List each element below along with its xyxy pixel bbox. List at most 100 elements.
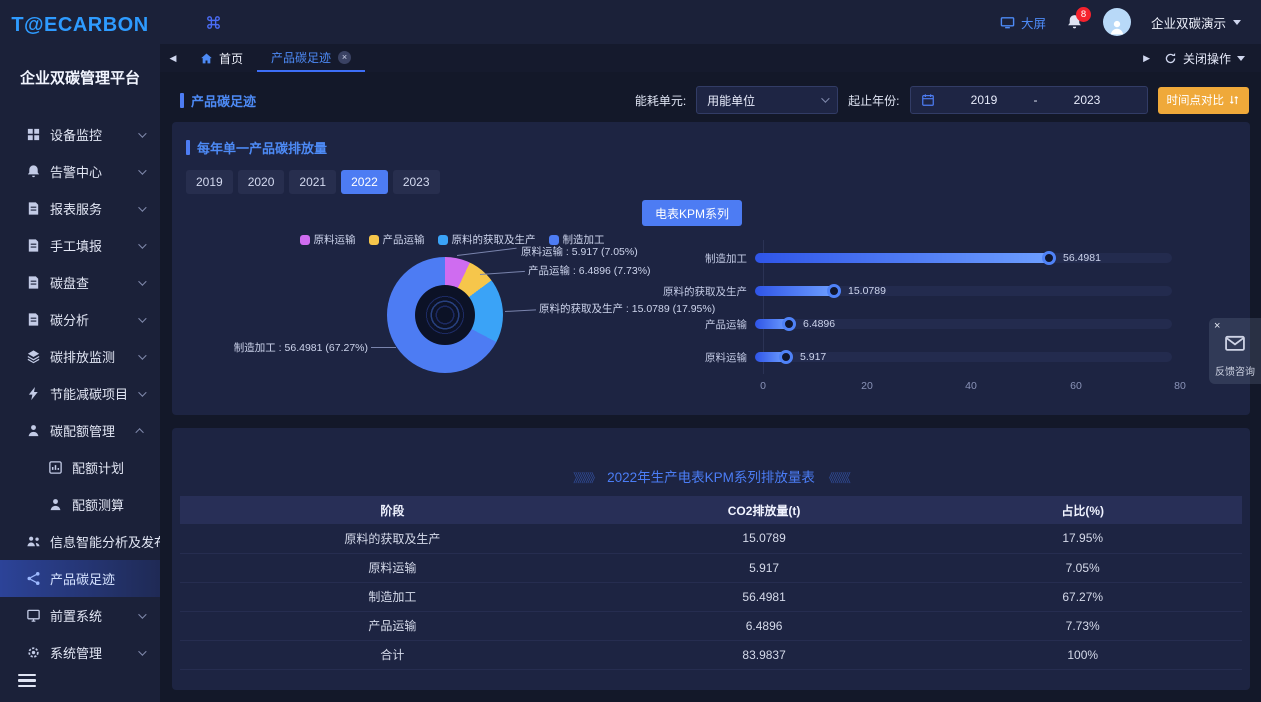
bar-track: 15.0789 <box>755 284 1172 298</box>
sidebar-item-manual-entry[interactable]: 手工填报 <box>0 227 160 264</box>
year-end-value[interactable]: 2023 <box>1073 93 1101 107</box>
bar-chart[interactable]: 制造加工 56.4981 原料的获取及生产 15.0789 <box>645 240 1233 398</box>
emissions-table-panel: 》》》》》 2022年生产电表KPM系列排放量表 《《《《《 阶段 CO2排放量(t… <box>172 428 1250 690</box>
title-accent-bar <box>180 92 184 108</box>
tab-product-carbon-footprint[interactable]: 产品碳足迹 × <box>257 44 366 72</box>
bell-icon <box>26 164 41 179</box>
feedback-widget[interactable]: × 反馈咨询 <box>1209 318 1261 384</box>
bar-fill <box>755 319 789 329</box>
sidebar-item-info-analysis-release[interactable]: 信息智能分析及发布 <box>0 523 160 560</box>
sidebar-item-emission-monitoring[interactable]: 碳排放监测 <box>0 338 160 375</box>
tabs-scroll-right-icon[interactable]: ▶ <box>1143 52 1150 63</box>
legend-swatch <box>299 234 310 245</box>
topbar: 大屏 8 企业双碳演示 <box>160 0 1261 44</box>
pie-label-line <box>371 347 396 348</box>
page-title: 产品碳足迹 <box>191 93 257 109</box>
sidebar-item-product-carbon-footprint[interactable]: 产品碳足迹 <box>0 560 160 597</box>
time-point-compare-button[interactable]: 时间点对比 <box>1157 86 1249 114</box>
legend-item[interactable]: 产品运输 <box>368 232 425 247</box>
sidebar-item-carbon-inventory[interactable]: 碳盘查 <box>0 264 160 301</box>
big-screen-button[interactable]: 大屏 <box>1000 13 1046 32</box>
home-icon <box>200 52 213 65</box>
donut-center-decoration <box>415 285 475 345</box>
notification-bell-icon[interactable]: 8 <box>1066 7 1091 31</box>
chart-icon <box>48 460 63 475</box>
bar-end-marker <box>827 284 841 298</box>
bar-track: 5.917 <box>755 350 1172 364</box>
year-selector: 2019 2020 2021 2022 2023 <box>186 170 440 194</box>
gear-icon <box>26 645 41 660</box>
year-button-2021[interactable]: 2021 <box>289 170 337 194</box>
user-icon <box>26 423 41 438</box>
sidebar-item-system-management[interactable]: 系统管理 <box>0 634 160 671</box>
decor-arrows-right: 《《《《《 <box>822 471 851 485</box>
bar-row-raw-material-production: 原料的获取及生产 15.0789 <box>645 284 1233 298</box>
command-menu-icon[interactable] <box>205 14 222 31</box>
account-menu[interactable]: 企业双碳演示 <box>1151 13 1241 32</box>
meter-series-button[interactable]: 电表KPM系列 <box>641 200 743 226</box>
bar-chart-x-axis: 0 20 40 60 80 <box>760 380 1186 392</box>
bar-end-marker <box>782 317 796 331</box>
main-area: 大屏 8 企业双碳演示 ◀ 首页 <box>160 0 1261 702</box>
legend-item[interactable]: 制造加工 <box>548 232 605 247</box>
tab-close-icon[interactable]: × <box>338 50 352 64</box>
chevron-down-icon <box>138 646 147 656</box>
legend-item[interactable]: 原料的获取及生产 <box>437 232 536 247</box>
share-nodes-icon <box>26 571 41 586</box>
sidebar-menu: 设备监控 告警中心 报表服务 手工填报 碳盘查 <box>0 116 160 671</box>
sidebar-item-front-system[interactable]: 前置系统 <box>0 597 160 634</box>
legend-swatch <box>548 234 559 245</box>
bar-row-product-transport: 产品运输 6.4896 <box>645 317 1233 331</box>
donut-chart[interactable] <box>387 257 503 373</box>
bar-end-marker <box>779 350 793 364</box>
legend-item[interactable]: 原料运输 <box>299 232 356 247</box>
brand-logo: T@ECARBON <box>11 14 149 36</box>
bar-category-label: 原料的获取及生产 <box>663 285 747 298</box>
tabs-scroll-left-icon[interactable]: ◀ <box>169 52 177 63</box>
sidebar-item-quota-calculation[interactable]: 配额测算 <box>0 486 160 523</box>
year-start-value[interactable]: 2019 <box>970 93 998 107</box>
feedback-label: 反馈咨询 <box>1215 367 1255 378</box>
year-button-2020[interactable]: 2020 <box>237 170 285 194</box>
pie-label-manufacturing: 制造加工 : 56.4981 (67.27%) <box>233 342 368 354</box>
year-button-2023[interactable]: 2023 <box>392 170 440 194</box>
refresh-icon <box>1164 52 1177 65</box>
legend-swatch <box>437 234 448 245</box>
bar-row-manufacturing: 制造加工 56.4981 <box>645 251 1233 265</box>
tab-bar: ◀ 首页 产品碳足迹 × ▶ 关闭操作 <box>160 44 1261 72</box>
chevron-down-icon <box>821 94 830 103</box>
col-header-ratio: 占比(%) <box>923 496 1242 524</box>
sidebar-item-device-monitoring[interactable]: 设备监控 <box>0 116 160 153</box>
bar-value-label: 6.4896 <box>803 318 836 330</box>
chevron-down-icon <box>138 165 147 175</box>
bar-category-label: 产品运输 <box>705 318 747 331</box>
close-operations-menu[interactable]: 关闭操作 <box>1164 50 1245 67</box>
chevron-down-icon <box>138 387 147 397</box>
year-button-2022-active[interactable]: 2022 <box>341 170 388 194</box>
emissions-table: 阶段 CO2排放量(t) 占比(%) 原料的获取及生产 15.0789 17.9… <box>180 496 1242 670</box>
tab-home[interactable]: 首页 <box>186 44 257 72</box>
close-icon[interactable]: × <box>1214 320 1221 332</box>
sidebar-item-report-service[interactable]: 报表服务 <box>0 190 160 227</box>
energy-unit-label: 能耗单元: <box>634 93 687 108</box>
sidebar-collapse-icon[interactable] <box>18 671 36 691</box>
document-icon <box>26 312 41 327</box>
document-icon <box>26 201 41 216</box>
sidebar-item-alert-center[interactable]: 告警中心 <box>0 153 160 190</box>
bar-track: 56.4981 <box>755 251 1172 265</box>
screen-icon <box>1000 15 1015 30</box>
document-icon <box>26 238 41 253</box>
table-row: 原料运输 5.917 7.05% <box>180 553 1242 583</box>
energy-unit-select[interactable]: 用能单位 <box>696 86 839 114</box>
sidebar-item-carbon-quota-management[interactable]: 碳配额管理 <box>0 412 160 449</box>
bar-value-label: 56.4981 <box>1063 252 1101 264</box>
year-range-picker[interactable]: 2019 - 2023 <box>909 86 1148 114</box>
sidebar-item-energy-saving-projects[interactable]: 节能减碳项目 <box>0 375 160 412</box>
user-icon <box>48 497 63 512</box>
platform-title: 企业双碳管理平台 <box>19 70 140 87</box>
pie-label-line <box>456 247 517 256</box>
sidebar-item-carbon-analysis[interactable]: 碳分析 <box>0 301 160 338</box>
year-button-2019[interactable]: 2019 <box>186 170 233 194</box>
sidebar-item-quota-plan[interactable]: 配额计划 <box>0 449 160 486</box>
avatar[interactable] <box>1102 8 1131 36</box>
